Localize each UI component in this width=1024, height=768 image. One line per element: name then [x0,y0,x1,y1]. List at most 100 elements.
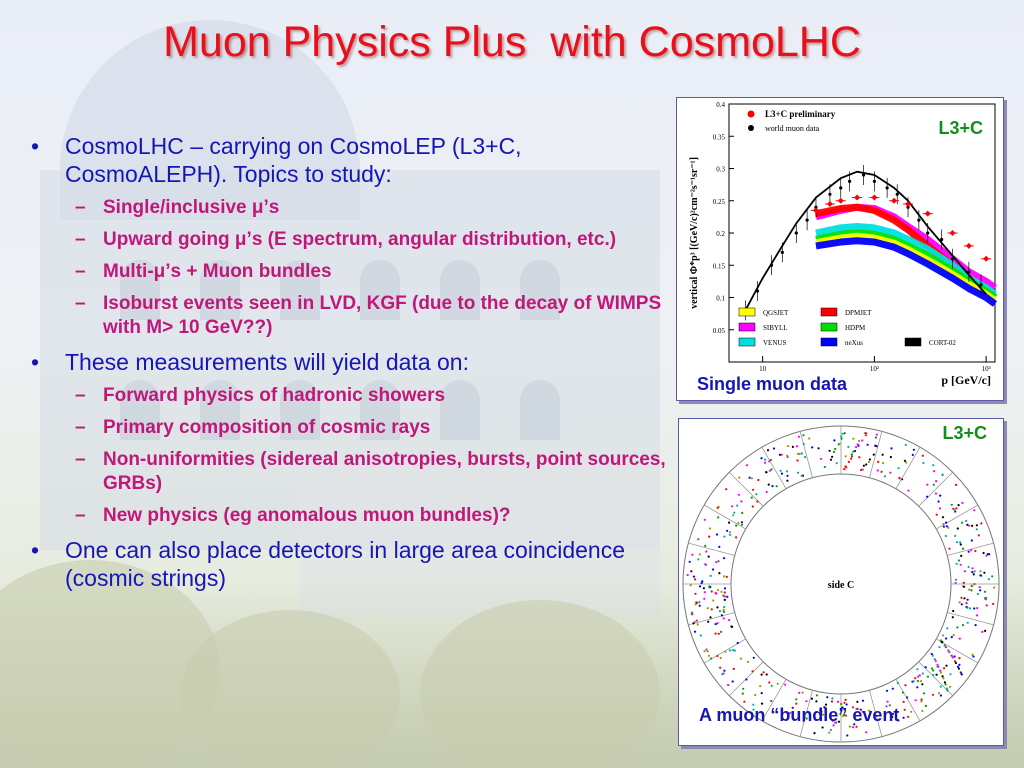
hit-dot [932,669,935,672]
hit-dot [757,478,760,482]
hit-dot [708,535,711,538]
hit-dot [740,500,743,503]
hit-dot [840,709,843,712]
hit-dot [805,717,808,720]
hit-dot [958,663,961,666]
hit-dot [786,479,789,482]
hit-dot [817,447,820,450]
hit-dot [885,689,889,692]
hit-dot [945,521,948,524]
legend-world-marker [748,125,754,131]
hit-dot [707,620,710,623]
hit-dot [781,718,784,721]
hit-dot [926,483,929,486]
hit-dot [958,657,961,660]
hit-dot [726,529,729,532]
hit-dot [784,683,787,686]
hit-dot [971,524,974,527]
hit-dot [942,677,945,680]
hit-dot [950,503,953,506]
hit-dot [694,603,697,606]
hit-dot [911,453,914,456]
hit-dot [940,641,943,644]
hit-dot [880,470,883,473]
detector-octant-divider [947,612,994,626]
hit-dot [714,632,717,635]
hit-dot [922,692,926,695]
world-data-point [828,192,832,196]
hit-dot [834,721,837,724]
hit-dot [745,678,748,681]
hit-dot [847,445,850,448]
hit-dot [829,458,833,461]
hit-dot [802,434,805,437]
sub-bullet-text: Isoburst events seen in LVD, KGF (due to… [103,293,662,338]
hit-dot [843,701,846,704]
figure-caption: Single muon data [697,374,848,394]
world-data-point [917,218,921,222]
hit-dot [789,711,792,715]
hit-dot [708,585,711,588]
hit-dot [937,500,940,503]
hit-dot [974,624,977,627]
hit-dot [902,700,905,703]
hit-dot [912,680,915,683]
world-data-point [780,250,784,254]
l3c-data-point [965,242,972,249]
sub-bullet-text: New physics (eg anomalous muon bundles)? [103,505,511,526]
hit-dot [728,649,732,652]
hit-dot [939,694,942,697]
hit-dot [939,669,942,672]
hit-dot [706,650,709,653]
hit-dot [926,495,929,498]
hit-dot [926,675,929,678]
hit-dot [966,621,969,624]
hit-dot [808,437,811,440]
legend-cort-02-swatch [904,337,922,347]
hit-dot [872,453,875,456]
hit-dot [977,534,980,537]
hit-dot [972,573,975,576]
hit-dot [953,655,956,658]
sub-bullet-item: – Single/inclusive μ’s [28,196,678,220]
hit-dot [932,464,935,467]
sub-bullet-marker: – [75,293,86,314]
hit-dot [731,680,734,683]
hit-dot [914,699,917,702]
hit-dot [708,527,712,530]
hit-dot [844,455,847,458]
bullet-marker: • [31,537,40,563]
bullet-text: One can also place detectors in large ar… [65,537,626,591]
hit-dot [970,584,973,588]
sub-bullet-text: Multi-μ’s + Muon bundles [103,261,332,282]
hit-dot [760,457,763,460]
hit-dot [955,562,958,565]
hit-dot [991,575,994,578]
hit-dot [707,555,710,558]
hit-dot [846,734,849,737]
sub-bullet-marker: – [75,197,86,218]
hit-dot [768,681,771,684]
world-data-point [861,173,866,177]
bullet-text: CosmoLHC – carrying on CosmoLEP (L3+C, C… [65,133,522,187]
legend-qgsjet-swatch [738,307,756,317]
hit-dot [959,563,962,566]
hit-dot [732,514,735,517]
legend-hdpm-swatch [820,322,838,332]
hit-dot [716,506,719,509]
hit-dot [840,435,843,438]
hit-dot [723,605,726,609]
hit-dot [829,728,832,732]
hit-dot [956,665,960,668]
legend-nexus-label: neXus [845,339,863,347]
hit-dot [828,731,831,734]
legend-sibyll-swatch [738,322,756,332]
y-tick-label: 0.4 [716,101,725,109]
hit-dot [843,468,846,471]
figure-caption: A muon “bundle” event [699,705,900,725]
hit-dot [950,636,953,639]
hit-dot [955,483,958,486]
hit-dot [717,516,720,519]
hit-dot [802,720,805,723]
hit-dot [718,545,721,548]
